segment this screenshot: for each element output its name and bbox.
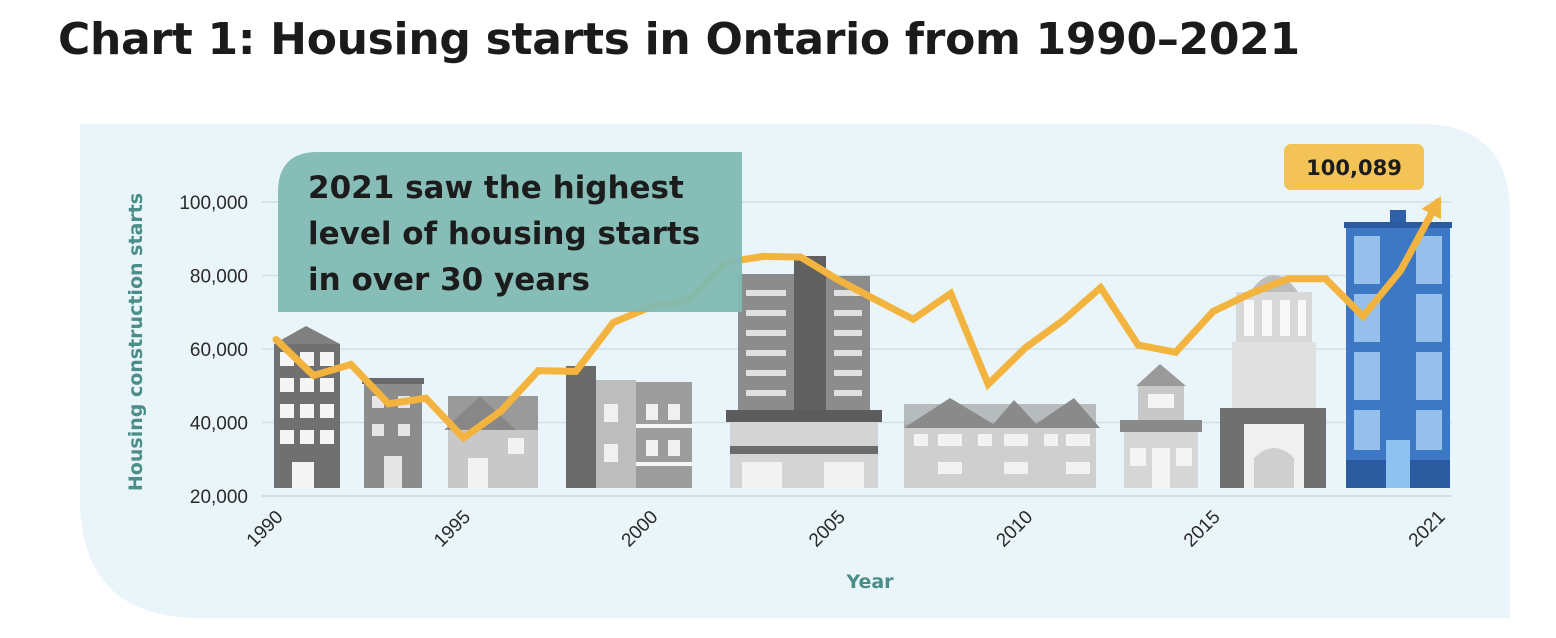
data-point (1209, 308, 1217, 316)
peak-label: 100,089 (1284, 144, 1424, 190)
data-point (1247, 290, 1255, 298)
data-point (1359, 312, 1367, 320)
data-point (459, 434, 467, 442)
data-point (759, 252, 767, 260)
buildings-illustration (274, 210, 1452, 488)
series-line (273, 200, 1442, 443)
data-point (609, 319, 617, 327)
data-point (1059, 316, 1067, 324)
peak-label-box (1284, 144, 1424, 190)
page-title: Chart 1: Housing starts in Ontario from … (58, 14, 1300, 65)
series-layer (272, 196, 1442, 443)
y-axis-ticks: 20,000 40,000 60,000 80,000 100,000 (179, 193, 248, 508)
data-point (534, 367, 542, 375)
data-point (947, 290, 955, 298)
data-point (1022, 344, 1030, 352)
y-tick-label: 80,000 (190, 267, 248, 288)
y-tick-label: 20,000 (190, 487, 248, 508)
data-point (1434, 198, 1442, 206)
y-tick-label: 40,000 (190, 414, 248, 435)
data-point (422, 394, 430, 402)
data-point (872, 296, 880, 304)
data-point (497, 407, 505, 415)
data-point (272, 335, 280, 343)
y-axis-title: Housing construction starts (125, 193, 147, 491)
building-house-1995-icon (444, 396, 538, 488)
data-point (834, 276, 842, 284)
building-house-2015-icon (1120, 364, 1202, 488)
building-lowrise-2000-icon (566, 366, 692, 488)
callout-line-3: in over 30 years (308, 262, 590, 298)
data-point (909, 315, 917, 323)
callout: 2021 saw the highest level of housing st… (278, 152, 742, 312)
data-point (1134, 341, 1142, 349)
y-tick-label: 60,000 (190, 340, 248, 361)
callout-line-1: 2021 saw the highest (308, 170, 684, 206)
data-point (1322, 275, 1330, 283)
x-axis-title: Year (845, 571, 894, 593)
data-point (347, 360, 355, 368)
data-point (572, 367, 580, 375)
data-point (1172, 348, 1180, 356)
data-point (309, 371, 317, 379)
data-point (1284, 275, 1292, 283)
data-point (384, 400, 392, 408)
building-tower-2021-icon (1344, 210, 1452, 488)
data-point (984, 380, 992, 388)
callout-line-2: level of housing starts (308, 216, 700, 252)
callout-box (278, 152, 742, 312)
data-point (1397, 267, 1405, 275)
peak-label-text: 100,089 (1306, 156, 1402, 180)
building-apartment-1993-icon (362, 378, 424, 488)
building-tower-2005-icon (726, 256, 882, 488)
data-point (797, 253, 805, 261)
building-townhouses-2010-icon (904, 398, 1100, 488)
y-tick-label: 100,000 (179, 193, 248, 214)
data-point (1097, 284, 1105, 292)
